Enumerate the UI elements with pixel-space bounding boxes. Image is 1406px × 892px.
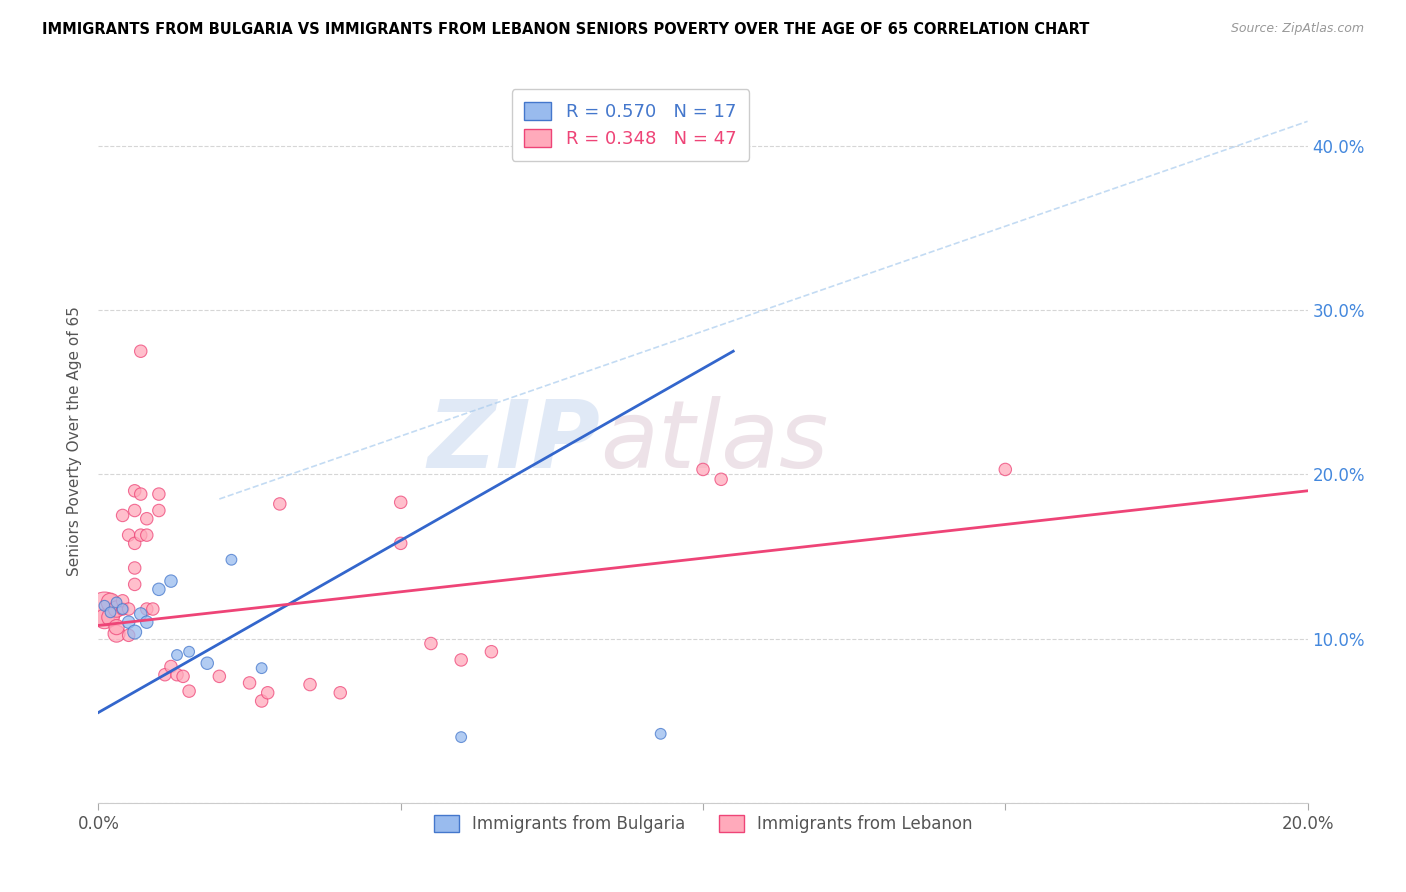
Text: ZIP: ZIP — [427, 395, 600, 488]
Point — [93, 612, 115, 626]
Point — [124, 503, 146, 517]
Point — [420, 636, 443, 650]
Y-axis label: Seniors Poverty Over the Age of 65: Seniors Poverty Over the Age of 65 — [67, 307, 83, 576]
Point — [105, 626, 128, 640]
Point — [994, 462, 1017, 476]
Point — [135, 615, 157, 630]
Text: IMMIGRANTS FROM BULGARIA VS IMMIGRANTS FROM LEBANON SENIORS POVERTY OVER THE AGE: IMMIGRANTS FROM BULGARIA VS IMMIGRANTS F… — [42, 22, 1090, 37]
Point — [166, 667, 188, 681]
Point — [129, 528, 152, 542]
Point — [389, 536, 412, 550]
Point — [148, 503, 170, 517]
Point — [166, 648, 188, 662]
Point — [710, 472, 733, 486]
Point — [118, 615, 141, 630]
Point — [195, 657, 218, 671]
Point — [239, 676, 262, 690]
Point — [100, 605, 122, 619]
Text: Source: ZipAtlas.com: Source: ZipAtlas.com — [1230, 22, 1364, 36]
Point — [111, 602, 134, 616]
Point — [160, 574, 183, 588]
Point — [250, 694, 273, 708]
Point — [124, 536, 146, 550]
Point — [124, 625, 146, 640]
Point — [153, 667, 176, 681]
Point — [118, 628, 141, 642]
Point — [135, 602, 157, 616]
Point — [129, 607, 152, 621]
Point — [111, 602, 134, 616]
Point — [221, 553, 243, 567]
Point — [450, 653, 472, 667]
Point — [111, 508, 134, 523]
Point — [172, 669, 194, 683]
Point — [179, 645, 201, 659]
Point — [179, 684, 201, 698]
Point — [93, 602, 115, 616]
Point — [100, 610, 122, 624]
Point — [118, 602, 141, 616]
Point — [142, 602, 165, 616]
Point — [389, 495, 412, 509]
Point — [650, 727, 672, 741]
Point — [329, 686, 352, 700]
Point — [481, 645, 503, 659]
Point — [148, 582, 170, 597]
Point — [118, 528, 141, 542]
Point — [105, 620, 128, 634]
Point — [111, 594, 134, 608]
Point — [135, 512, 157, 526]
Point — [105, 595, 128, 609]
Point — [124, 483, 146, 498]
Point — [250, 661, 273, 675]
Text: atlas: atlas — [600, 396, 828, 487]
Point — [256, 686, 278, 700]
Point — [124, 577, 146, 591]
Point — [148, 487, 170, 501]
Point — [692, 462, 714, 476]
Point — [93, 599, 115, 613]
Point — [299, 677, 322, 691]
Point — [450, 730, 472, 744]
Point — [124, 561, 146, 575]
Point — [105, 602, 128, 616]
Legend: Immigrants from Bulgaria, Immigrants from Lebanon: Immigrants from Bulgaria, Immigrants fro… — [425, 806, 981, 841]
Point — [135, 528, 157, 542]
Point — [129, 344, 152, 359]
Point — [100, 595, 122, 609]
Point — [160, 659, 183, 673]
Point — [269, 497, 291, 511]
Point — [208, 669, 231, 683]
Point — [129, 487, 152, 501]
